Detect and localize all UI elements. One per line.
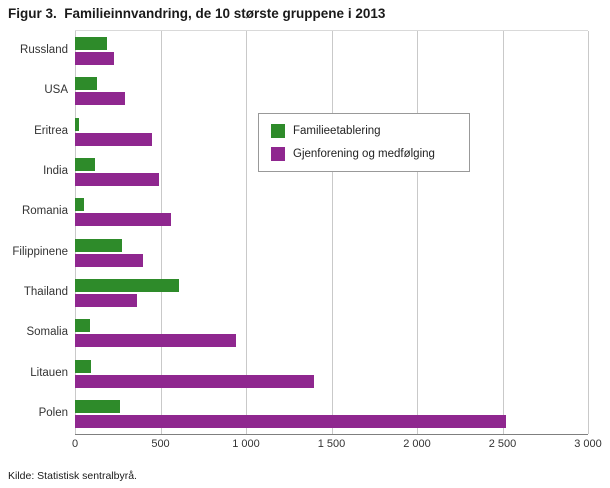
- bar-familieetablering-thailand: [75, 278, 180, 292]
- bar-familieetablering-romania: [75, 198, 85, 212]
- y-axis-label-polen: Polen: [38, 406, 68, 419]
- legend-label-familieetablering: Familieetablering: [293, 125, 381, 137]
- y-axis-label-russland: Russland: [20, 44, 68, 57]
- gridline: [588, 31, 589, 434]
- y-axis-label-india: India: [43, 165, 68, 178]
- plot-area: Familieetablering Gjenforening og medføl…: [75, 30, 589, 435]
- y-axis-label-usa: USA: [44, 84, 68, 97]
- bar-gjenforening-eritrea: [75, 132, 152, 146]
- x-axis-label: 1 000: [232, 438, 260, 450]
- y-axis-label-litauen: Litauen: [30, 366, 68, 379]
- y-axis-label-romania: Romania: [21, 205, 68, 218]
- gridline: [417, 31, 418, 434]
- source-note: Kilde: Statistisk sentralbyrå.: [8, 470, 137, 482]
- x-axis-label: 2 000: [403, 438, 431, 450]
- gridline: [502, 31, 504, 434]
- x-axis-labels: 0 500 1 000 1 500 2 000 2 500 3 000: [71, 438, 602, 454]
- bar-familieetablering-filippinene: [75, 238, 123, 252]
- x-axis-label: 1 500: [317, 438, 346, 450]
- y-axis-label-thailand: Thailand: [23, 285, 68, 298]
- bar-familieetablering-india: [75, 158, 95, 172]
- bar-group-russland: [75, 31, 588, 71]
- legend: Familieetablering Gjenforening og medføl…: [258, 113, 470, 172]
- bar-group-usa: [75, 71, 588, 111]
- bar-familieetablering-polen: [75, 399, 121, 413]
- bar-gjenforening-polen: [75, 414, 506, 428]
- legend-item-gjenforening: Gjenforening og medfølging: [271, 147, 457, 161]
- bar-gjenforening-india: [75, 173, 159, 187]
- x-axis-label: 0: [71, 438, 79, 450]
- x-axis-label: 2 500: [488, 438, 517, 450]
- x-axis-label: 500: [151, 438, 170, 450]
- y-axis-label-filippinene: Filippinene: [12, 245, 68, 258]
- bar-familieetablering-russland: [75, 37, 107, 51]
- bar-gjenforening-russland: [75, 52, 115, 66]
- legend-swatch-green: [271, 124, 285, 138]
- legend-label-gjenforening: Gjenforening og medfølging: [293, 148, 435, 160]
- bar-gjenforening-thailand: [75, 293, 137, 307]
- gridline: [75, 31, 76, 434]
- bar-group-polen: [75, 394, 588, 434]
- bar-group-romania: [75, 192, 588, 232]
- bar-gjenforening-romania: [75, 213, 171, 227]
- y-axis-label-eritrea: Eritrea: [34, 124, 68, 137]
- bar-group-litauen: [75, 353, 588, 393]
- bar-familieetablering-eritrea: [75, 117, 80, 131]
- x-axis-label: 3 000: [574, 438, 602, 450]
- bar-group-eritrea: [75, 112, 588, 152]
- bar-familieetablering-litauen: [75, 359, 92, 373]
- bar-rows: [75, 31, 588, 434]
- y-axis-label-somalia: Somalia: [26, 326, 68, 339]
- legend-swatch-purple: [271, 147, 285, 161]
- gridline: [246, 31, 247, 434]
- bar-group-india: [75, 152, 588, 192]
- bar-gjenforening-usa: [75, 92, 125, 106]
- gridline: [331, 31, 333, 434]
- legend-item-familieetablering: Familieetablering: [271, 124, 457, 138]
- bar-group-somalia: [75, 313, 588, 353]
- bar-gjenforening-filippinene: [75, 253, 144, 267]
- chart-title: Figur 3. Familieinnvandring, de 10 størs…: [8, 6, 386, 21]
- bar-group-thailand: [75, 273, 588, 313]
- bar-gjenforening-litauen: [75, 374, 315, 388]
- y-axis-labels: Russland USA Eritrea India Romania Filippinen…: [0, 30, 68, 433]
- bar-gjenforening-somalia: [75, 334, 236, 348]
- bar-group-filippinene: [75, 232, 588, 272]
- bar-familieetablering-somalia: [75, 319, 91, 333]
- gridline: [160, 31, 162, 434]
- bar-familieetablering-usa: [75, 77, 98, 91]
